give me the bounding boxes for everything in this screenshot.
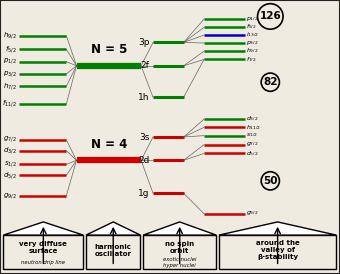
Text: $f_{\rm {5/2}}$: $f_{\rm {5/2}}$ bbox=[5, 44, 17, 55]
Text: $g_{\rm {7/2}}$: $g_{\rm {7/2}}$ bbox=[3, 135, 17, 144]
Text: 2f: 2f bbox=[141, 61, 150, 70]
Polygon shape bbox=[219, 222, 336, 235]
Text: $p_{\rm {1/2}}$: $p_{\rm {1/2}}$ bbox=[246, 15, 259, 23]
Text: $d_{\rm {5/2}}$: $d_{\rm {5/2}}$ bbox=[246, 149, 259, 158]
Text: $p_{\rm {3/2}}$: $p_{\rm {3/2}}$ bbox=[246, 39, 259, 47]
Text: N = 4: N = 4 bbox=[91, 138, 127, 151]
Text: around the
valley of
β-stability: around the valley of β-stability bbox=[256, 240, 300, 260]
Text: $p_{\rm {3/2}}$: $p_{\rm {3/2}}$ bbox=[3, 69, 17, 79]
Text: N = 5: N = 5 bbox=[91, 43, 127, 56]
Text: $h_{\rm {9/2}}$: $h_{\rm {9/2}}$ bbox=[3, 30, 17, 41]
Text: 126: 126 bbox=[259, 12, 281, 21]
Text: $s_{\rm {1/2}}$: $s_{\rm {1/2}}$ bbox=[246, 132, 258, 139]
Text: $p_{\rm {1/2}}$: $p_{\rm {1/2}}$ bbox=[3, 57, 17, 66]
Text: $g_{\rm {9/2}}$: $g_{\rm {9/2}}$ bbox=[3, 191, 17, 201]
Text: $d_{\rm {5/2}}$: $d_{\rm {5/2}}$ bbox=[3, 170, 17, 181]
Text: exotic nuclei
hyper nuclei: exotic nuclei hyper nuclei bbox=[163, 257, 197, 268]
Text: $h_{\rm {11/2}}$: $h_{\rm {11/2}}$ bbox=[246, 123, 262, 132]
Text: harmonic
oscillator: harmonic oscillator bbox=[95, 244, 132, 257]
Text: neutron drip line: neutron drip line bbox=[21, 260, 65, 265]
Polygon shape bbox=[86, 222, 140, 235]
Text: 82: 82 bbox=[263, 77, 277, 87]
Text: $i_{\rm {13/2}}$: $i_{\rm {13/2}}$ bbox=[246, 31, 259, 39]
Bar bbox=[86, 235, 140, 269]
Text: 3p: 3p bbox=[138, 38, 150, 47]
Text: $g_{\rm {7/2}}$: $g_{\rm {7/2}}$ bbox=[246, 141, 259, 149]
Text: $h_{\rm {9/2}}$: $h_{\rm {9/2}}$ bbox=[246, 47, 259, 55]
Bar bbox=[3, 235, 83, 269]
Text: 1g: 1g bbox=[138, 189, 150, 198]
Text: 2d: 2d bbox=[138, 156, 150, 165]
Text: $f_{\rm {5/2}}$: $f_{\rm {5/2}}$ bbox=[246, 23, 257, 32]
Bar bbox=[143, 235, 216, 269]
Text: no spin
orbit: no spin orbit bbox=[165, 241, 194, 254]
Text: $g_{\rm {9/2}}$: $g_{\rm {9/2}}$ bbox=[246, 210, 259, 218]
Text: $d_{\rm {3/2}}$: $d_{\rm {3/2}}$ bbox=[3, 145, 17, 156]
Text: 50: 50 bbox=[263, 176, 277, 186]
Polygon shape bbox=[3, 222, 83, 235]
Text: $d_{\rm {3/2}}$: $d_{\rm {3/2}}$ bbox=[246, 115, 259, 123]
Text: 3s: 3s bbox=[139, 133, 150, 141]
Text: 1h: 1h bbox=[138, 93, 150, 102]
Polygon shape bbox=[143, 222, 216, 235]
Text: $h_{\rm {7/2}}$: $h_{\rm {7/2}}$ bbox=[3, 81, 17, 92]
Bar bbox=[219, 235, 336, 269]
Text: very diffuse
surface: very diffuse surface bbox=[19, 241, 67, 254]
Text: $f_{\rm {7/2}}$: $f_{\rm {7/2}}$ bbox=[246, 55, 257, 64]
Text: $f_{\rm {11/2}}$: $f_{\rm {11/2}}$ bbox=[2, 99, 17, 109]
Text: $s_{\rm {1/2}}$: $s_{\rm {1/2}}$ bbox=[4, 160, 17, 169]
